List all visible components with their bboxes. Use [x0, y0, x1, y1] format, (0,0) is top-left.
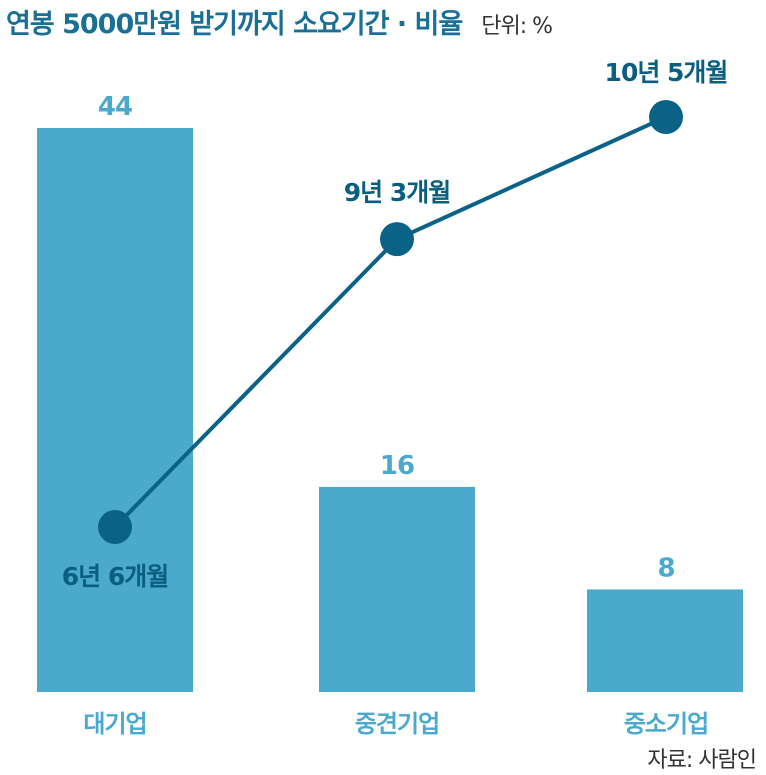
- tenure-label-1: 6년 6개월: [62, 562, 169, 591]
- bar-1: [37, 128, 193, 692]
- tenure-point-2: [380, 222, 414, 257]
- tenure-point-1: [98, 510, 132, 544]
- tenure-point-3: [649, 100, 683, 134]
- bar-2: [319, 486, 475, 692]
- category-label-3: 중소기업: [624, 710, 708, 738]
- unit-label: 단위: %: [481, 14, 553, 39]
- chart-header: 연봉 5000만원 받기까지 소요기간 · 비율 단위: %: [6, 2, 553, 41]
- source-note: 자료: 사람인: [647, 748, 757, 773]
- category-label-1: 대기업: [83, 710, 146, 738]
- bar-value-label-1: 44: [98, 92, 132, 122]
- bar-value-label-2: 16: [380, 451, 414, 481]
- chart-title: 연봉 5000만원 받기까지 소요기간 · 비율: [6, 9, 463, 40]
- bar-value-label-3: 8: [657, 553, 674, 583]
- bar-3: [587, 589, 743, 692]
- tenure-label-2: 9년 3개월: [344, 178, 451, 207]
- tenure-label-3: 10년 5개월: [605, 58, 728, 87]
- category-label-2: 중견기업: [355, 710, 439, 738]
